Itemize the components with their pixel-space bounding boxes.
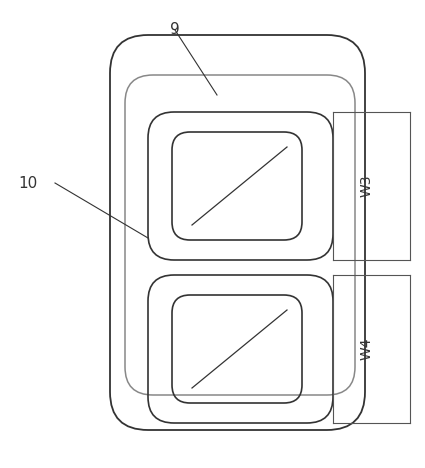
Text: 9: 9 bbox=[170, 22, 180, 37]
Text: W4: W4 bbox=[360, 338, 374, 360]
Text: 10: 10 bbox=[18, 176, 38, 190]
Text: W3: W3 bbox=[360, 175, 374, 197]
